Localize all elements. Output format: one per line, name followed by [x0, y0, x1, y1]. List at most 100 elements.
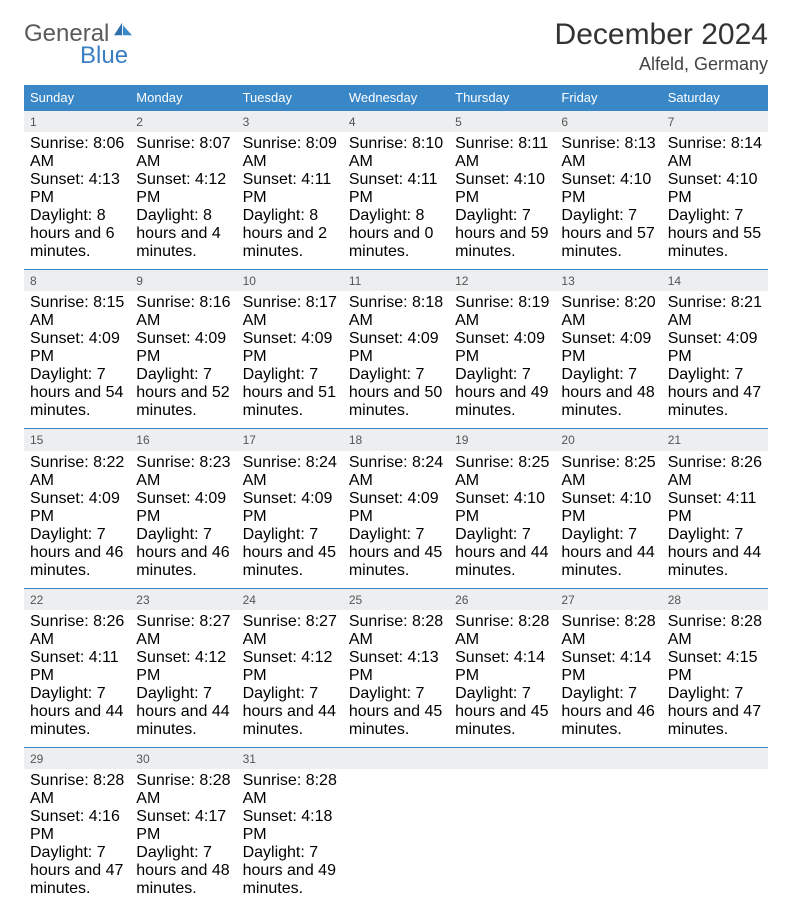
day-number: 22 — [24, 589, 130, 610]
day-body: Sunrise: 8:28 AMSunset: 4:18 PMDaylight:… — [237, 769, 343, 906]
day-number: 28 — [662, 589, 768, 610]
day-body: Sunrise: 8:27 AMSunset: 4:12 PMDaylight:… — [237, 610, 343, 747]
day-number — [555, 748, 661, 769]
sunset-line: Sunset: 4:09 PM — [668, 330, 762, 366]
sunset-line: Sunset: 4:14 PM — [455, 649, 549, 685]
day-cell: Sunrise: 8:27 AMSunset: 4:12 PMDaylight:… — [237, 610, 343, 748]
day-body: Sunrise: 8:10 AMSunset: 4:11 PMDaylight:… — [343, 132, 449, 269]
day-cell-top: 10 — [237, 270, 343, 292]
daylight-line: Daylight: 7 hours and 47 minutes. — [30, 844, 124, 898]
day-number: 10 — [237, 270, 343, 291]
daylight-line: Daylight: 7 hours and 49 minutes. — [455, 366, 549, 420]
sunset-line: Sunset: 4:09 PM — [30, 490, 124, 526]
day-cell: Sunrise: 8:28 AMSunset: 4:18 PMDaylight:… — [237, 769, 343, 906]
day-cell: Sunrise: 8:24 AMSunset: 4:09 PMDaylight:… — [237, 451, 343, 589]
sunset-line: Sunset: 4:14 PM — [561, 649, 655, 685]
daylight-line: Daylight: 7 hours and 46 minutes. — [561, 685, 655, 739]
day-cell-top: 1 — [24, 111, 130, 133]
daylight-line: Daylight: 7 hours and 49 minutes. — [243, 844, 337, 898]
day-body: Sunrise: 8:28 AMSunset: 4:14 PMDaylight:… — [555, 610, 661, 747]
day-body: Sunrise: 8:17 AMSunset: 4:09 PMDaylight:… — [237, 291, 343, 428]
day-cell: Sunrise: 8:07 AMSunset: 4:12 PMDaylight:… — [130, 132, 236, 270]
sunrise-line: Sunrise: 8:19 AM — [455, 294, 549, 330]
sunset-line: Sunset: 4:10 PM — [455, 171, 549, 207]
day-cell — [343, 769, 449, 906]
day-cell-top: 12 — [449, 270, 555, 292]
sunrise-line: Sunrise: 8:16 AM — [136, 294, 230, 330]
sunrise-line: Sunrise: 8:26 AM — [30, 613, 124, 649]
daylight-line: Daylight: 7 hours and 52 minutes. — [136, 366, 230, 420]
day-cell-top: 5 — [449, 111, 555, 133]
day-number: 19 — [449, 429, 555, 450]
daylight-line: Daylight: 7 hours and 57 minutes. — [561, 207, 655, 261]
day-number: 27 — [555, 589, 661, 610]
day-header: Wednesday — [343, 85, 449, 111]
day-number: 29 — [24, 748, 130, 769]
day-number: 31 — [237, 748, 343, 769]
daylight-line: Daylight: 7 hours and 45 minutes. — [349, 685, 443, 739]
day-number: 7 — [662, 111, 768, 132]
daylight-line: Daylight: 7 hours and 55 minutes. — [668, 207, 762, 261]
day-cell: Sunrise: 8:21 AMSunset: 4:09 PMDaylight:… — [662, 291, 768, 429]
day-number: 24 — [237, 589, 343, 610]
day-cell-top: 11 — [343, 270, 449, 292]
month-title: December 2024 — [555, 18, 768, 52]
day-body: Sunrise: 8:18 AMSunset: 4:09 PMDaylight:… — [343, 291, 449, 428]
sunset-line: Sunset: 4:13 PM — [30, 171, 124, 207]
day-number: 20 — [555, 429, 661, 450]
day-body: Sunrise: 8:06 AMSunset: 4:13 PMDaylight:… — [24, 132, 130, 269]
day-cell-top: 18 — [343, 429, 449, 451]
sunset-line: Sunset: 4:12 PM — [243, 649, 337, 685]
day-body — [662, 769, 768, 837]
day-body: Sunrise: 8:27 AMSunset: 4:12 PMDaylight:… — [130, 610, 236, 747]
sunrise-line: Sunrise: 8:28 AM — [349, 613, 443, 649]
daylight-line: Daylight: 7 hours and 47 minutes. — [668, 366, 762, 420]
day-cell-top: 23 — [130, 588, 236, 610]
daylight-line: Daylight: 7 hours and 44 minutes. — [243, 685, 337, 739]
day-body: Sunrise: 8:07 AMSunset: 4:12 PMDaylight:… — [130, 132, 236, 269]
day-number: 6 — [555, 111, 661, 132]
day-cell-top: 3 — [237, 111, 343, 133]
day-number: 30 — [130, 748, 236, 769]
sunset-line: Sunset: 4:09 PM — [349, 330, 443, 366]
sunrise-line: Sunrise: 8:28 AM — [243, 772, 337, 808]
day-number: 26 — [449, 589, 555, 610]
day-cell: Sunrise: 8:24 AMSunset: 4:09 PMDaylight:… — [343, 451, 449, 589]
day-body: Sunrise: 8:28 AMSunset: 4:14 PMDaylight:… — [449, 610, 555, 747]
day-body: Sunrise: 8:25 AMSunset: 4:10 PMDaylight:… — [449, 451, 555, 588]
daylight-line: Daylight: 8 hours and 2 minutes. — [243, 207, 337, 261]
day-cell — [555, 769, 661, 906]
daylight-line: Daylight: 8 hours and 6 minutes. — [30, 207, 124, 261]
day-header: Sunday — [24, 85, 130, 111]
day-cell: Sunrise: 8:20 AMSunset: 4:09 PMDaylight:… — [555, 291, 661, 429]
day-cell-top: 29 — [24, 747, 130, 769]
day-cell-top: 24 — [237, 588, 343, 610]
day-cell: Sunrise: 8:28 AMSunset: 4:17 PMDaylight:… — [130, 769, 236, 906]
brand-blue: Blue — [80, 42, 128, 70]
day-cell: Sunrise: 8:28 AMSunset: 4:14 PMDaylight:… — [555, 610, 661, 748]
day-cell: Sunrise: 8:14 AMSunset: 4:10 PMDaylight:… — [662, 132, 768, 270]
sunrise-line: Sunrise: 8:14 AM — [668, 135, 762, 171]
day-cell-top: 15 — [24, 429, 130, 451]
day-body: Sunrise: 8:20 AMSunset: 4:09 PMDaylight:… — [555, 291, 661, 428]
day-body: Sunrise: 8:25 AMSunset: 4:10 PMDaylight:… — [555, 451, 661, 588]
day-cell-top: 21 — [662, 429, 768, 451]
daylight-line: Daylight: 7 hours and 47 minutes. — [668, 685, 762, 739]
day-header: Tuesday — [237, 85, 343, 111]
daylight-line: Daylight: 7 hours and 44 minutes. — [561, 526, 655, 580]
sunrise-line: Sunrise: 8:24 AM — [349, 454, 443, 490]
sunset-line: Sunset: 4:17 PM — [136, 808, 230, 844]
sunrise-line: Sunrise: 8:27 AM — [243, 613, 337, 649]
day-header: Friday — [555, 85, 661, 111]
sunset-line: Sunset: 4:09 PM — [136, 490, 230, 526]
day-body: Sunrise: 8:22 AMSunset: 4:09 PMDaylight:… — [24, 451, 130, 588]
day-cell-top: 25 — [343, 588, 449, 610]
day-cell-top — [555, 747, 661, 769]
day-body: Sunrise: 8:13 AMSunset: 4:10 PMDaylight:… — [555, 132, 661, 269]
sunrise-line: Sunrise: 8:27 AM — [136, 613, 230, 649]
daylight-line: Daylight: 7 hours and 45 minutes. — [243, 526, 337, 580]
day-cell-top: 13 — [555, 270, 661, 292]
day-number: 17 — [237, 429, 343, 450]
day-cell — [662, 769, 768, 906]
sunset-line: Sunset: 4:09 PM — [455, 330, 549, 366]
